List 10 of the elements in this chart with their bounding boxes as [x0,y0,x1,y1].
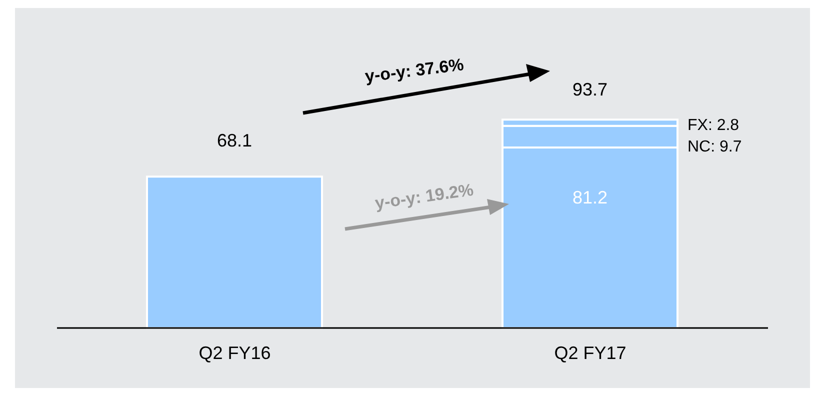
text: y-o-y: 37.6% [364,55,465,86]
bar [146,176,323,329]
text: NC: 9.7 [688,138,742,156]
annotation: y-o-y: 19.2% [374,180,475,213]
text: FX: 2.8 [688,116,740,134]
x-tick-label: Q2 FY16 [198,342,271,363]
data-label: 81.2 [572,187,608,208]
x-tick-label: Q2 FY17 [554,342,626,363]
total-label: 93.7 [572,80,608,100]
total-label: 68.1 [216,130,252,151]
